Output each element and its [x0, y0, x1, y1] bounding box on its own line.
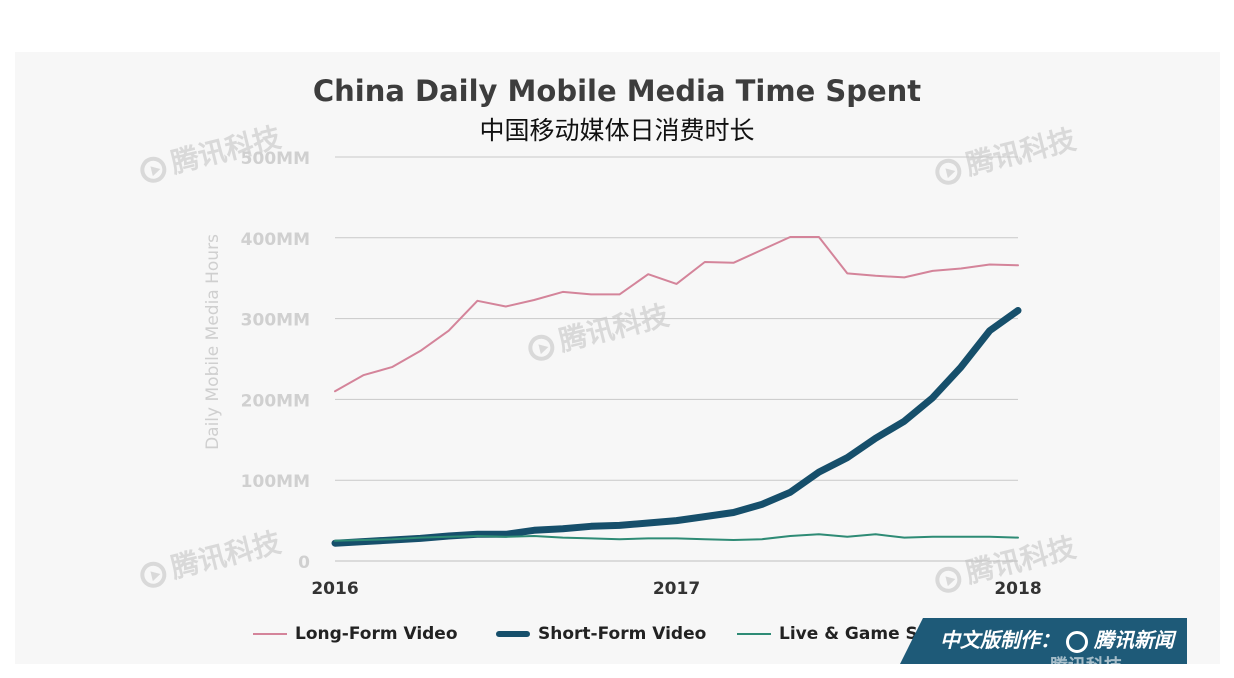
- play-circle-icon: [1066, 630, 1088, 653]
- y-tick-label: 200MM: [241, 391, 310, 411]
- y-tick-label: 100MM: [241, 472, 310, 492]
- chart-panel: [15, 52, 1220, 664]
- series-line-0: [334, 236, 1019, 393]
- y-tick-label: 400MM: [241, 230, 310, 250]
- chart-subtitle: 中国移动媒体日消费时长: [479, 116, 755, 145]
- series-line-1: [331, 307, 1022, 547]
- chart-title: China Daily Mobile Media Time Spent: [312, 74, 922, 108]
- series-line-2: [334, 533, 1019, 542]
- y-axis-label: Daily Mobile Media Hours: [203, 234, 223, 450]
- badge-sub: 腾讯科技: [1050, 656, 1122, 677]
- y-tick-label: 300MM: [241, 311, 310, 331]
- x-tick-label: 2017: [653, 579, 700, 599]
- legend-item-long-form: Long-Form Video: [253, 624, 458, 644]
- y-tick-label: 0: [298, 553, 310, 573]
- legend-swatch: [737, 633, 771, 635]
- publisher-badge: 中文版制作： 腾讯新闻 腾讯科技: [900, 618, 1187, 664]
- legend-swatch: [253, 633, 287, 635]
- legend-item-short-form: Short-Form Video: [496, 624, 706, 644]
- x-tick-label: 2016: [311, 579, 358, 599]
- y-tick-label: 500MM: [241, 149, 310, 169]
- x-tick-label: 2018: [994, 579, 1041, 599]
- legend-swatch: [496, 631, 530, 637]
- badge-text: 中文版制作： 腾讯新闻: [940, 628, 1174, 653]
